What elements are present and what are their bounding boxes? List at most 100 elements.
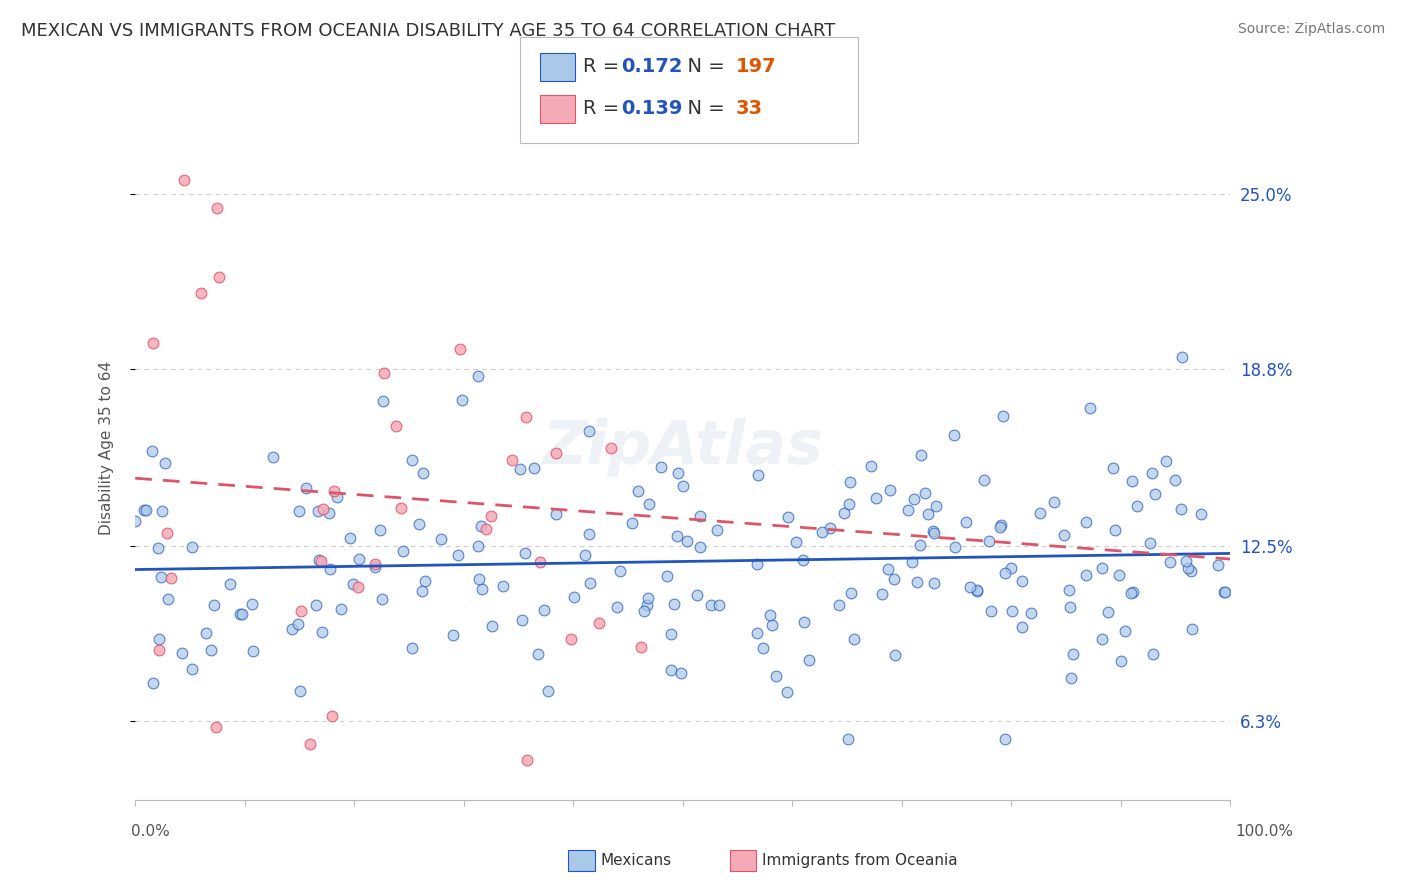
- Point: [1060, 671, 1083, 685]
- Text: 197: 197: [735, 57, 776, 77]
- Text: N =: N =: [675, 99, 731, 119]
- Point: [451, 392, 474, 407]
- Point: [142, 336, 165, 351]
- Point: [475, 522, 498, 536]
- Text: 0.139: 0.139: [621, 99, 683, 119]
- Point: [706, 523, 728, 537]
- Point: [1097, 605, 1119, 619]
- Point: [295, 481, 318, 495]
- Point: [924, 525, 946, 540]
- Text: MEXICAN VS IMMIGRANTS FROM OCEANIA DISABILITY AGE 35 TO 64 CORRELATION CHART: MEXICAN VS IMMIGRANTS FROM OCEANIA DISAB…: [21, 22, 835, 40]
- Point: [467, 368, 489, 383]
- Point: [148, 632, 170, 647]
- Point: [412, 466, 434, 480]
- Point: [148, 643, 170, 657]
- Point: [579, 575, 602, 590]
- Point: [793, 615, 815, 629]
- Point: [309, 554, 332, 568]
- Point: [877, 562, 900, 576]
- Point: [1177, 560, 1199, 574]
- Point: [1189, 507, 1212, 521]
- Point: [810, 524, 832, 539]
- Point: [765, 669, 787, 683]
- Point: [413, 574, 436, 588]
- Point: [883, 572, 905, 586]
- Point: [1140, 467, 1163, 481]
- Point: [1144, 487, 1167, 501]
- Point: [672, 479, 695, 493]
- Point: [666, 466, 689, 480]
- Point: [609, 564, 631, 578]
- Point: [218, 577, 240, 591]
- Point: [630, 640, 652, 655]
- Point: [389, 501, 412, 516]
- Point: [638, 497, 661, 511]
- Point: [544, 445, 567, 459]
- Point: [1212, 584, 1234, 599]
- Point: [290, 604, 312, 618]
- Point: [562, 591, 585, 605]
- Point: [481, 618, 503, 632]
- Point: [1164, 473, 1187, 487]
- Point: [401, 641, 423, 656]
- Point: [1170, 502, 1192, 516]
- Point: [990, 517, 1012, 532]
- Point: [492, 579, 515, 593]
- Point: [1139, 536, 1161, 550]
- Point: [745, 557, 768, 571]
- Point: [1108, 568, 1130, 582]
- Point: [1122, 585, 1144, 599]
- Point: [666, 529, 689, 543]
- Point: [205, 720, 228, 734]
- Point: [955, 515, 977, 529]
- Point: [994, 566, 1017, 581]
- Point: [1078, 401, 1101, 415]
- Y-axis label: Disability Age 35 to 64: Disability Age 35 to 64: [100, 360, 114, 534]
- Point: [471, 582, 494, 596]
- Point: [659, 663, 682, 677]
- Point: [966, 583, 988, 598]
- Text: Mexicans: Mexicans: [600, 854, 672, 868]
- Point: [155, 526, 177, 541]
- Point: [650, 459, 672, 474]
- Point: [657, 569, 679, 583]
- Point: [745, 626, 768, 640]
- Point: [308, 504, 330, 518]
- Point: [578, 526, 600, 541]
- Point: [879, 483, 901, 497]
- Text: ZipAtlas: ZipAtlas: [543, 418, 823, 477]
- Point: [229, 607, 252, 622]
- Point: [905, 575, 928, 590]
- Point: [980, 604, 1002, 618]
- Point: [529, 555, 551, 569]
- Point: [758, 607, 780, 622]
- Point: [329, 601, 352, 615]
- Point: [447, 548, 470, 562]
- Point: [1053, 528, 1076, 542]
- Point: [1091, 561, 1114, 575]
- Point: [1126, 500, 1149, 514]
- Point: [1057, 583, 1080, 598]
- Point: [689, 541, 711, 555]
- Point: [526, 647, 548, 661]
- Point: [325, 490, 347, 504]
- Point: [943, 540, 966, 554]
- Point: [200, 643, 222, 657]
- Point: [901, 555, 924, 569]
- Point: [707, 598, 730, 612]
- Text: N =: N =: [675, 57, 731, 77]
- Point: [150, 504, 173, 518]
- Point: [910, 449, 932, 463]
- Point: [373, 393, 395, 408]
- Point: [922, 576, 945, 591]
- Point: [832, 506, 855, 520]
- Point: [287, 616, 309, 631]
- Point: [523, 461, 546, 475]
- Point: [156, 592, 179, 607]
- Point: [1074, 515, 1097, 529]
- Point: [1042, 494, 1064, 508]
- Point: [240, 598, 263, 612]
- Point: [1062, 647, 1084, 661]
- Point: [925, 499, 948, 513]
- Point: [1142, 647, 1164, 661]
